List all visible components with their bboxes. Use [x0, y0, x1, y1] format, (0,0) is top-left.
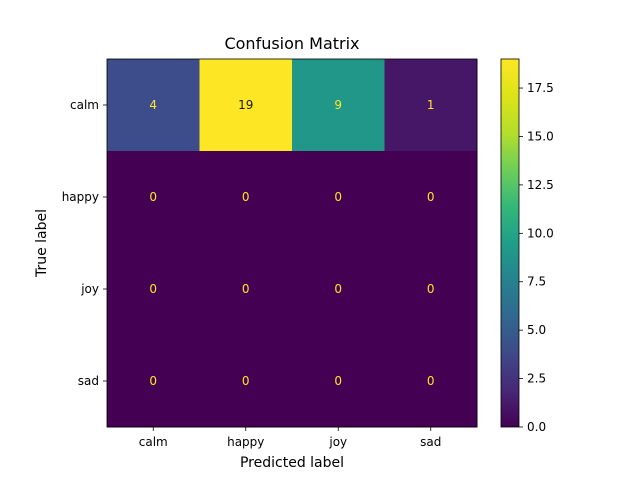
- heatmap-cell: [384, 59, 478, 152]
- colorbar-tick-label: 7.5: [527, 275, 546, 289]
- x-tick-label: joy: [328, 435, 347, 449]
- colorbar-frame: [500, 58, 520, 428]
- heatmap-cell: [199, 243, 293, 336]
- heatmap-cell: [107, 243, 200, 336]
- heatmap-cell: [107, 335, 200, 428]
- y-axis-label: True label: [34, 209, 50, 278]
- plot-frame: [106, 58, 478, 428]
- heatmap-cell: [384, 335, 478, 428]
- cell-value-label: 9: [334, 98, 342, 112]
- cell-value-label: 0: [334, 190, 342, 204]
- cell-value-label: 0: [149, 190, 157, 204]
- cell-value-label: 0: [427, 190, 435, 204]
- cell-value-label: 0: [334, 282, 342, 296]
- heatmap-cell-labels: 4 19 9 1 0 0 0 0 0 0 0 0 0 0 0 0: [149, 98, 434, 388]
- x-axis: calm happy joy sad: [139, 427, 441, 449]
- cell-value-label: 0: [149, 374, 157, 388]
- chart-title: Confusion Matrix: [224, 34, 359, 53]
- cell-value-label: 0: [242, 190, 250, 204]
- heatmap-cell: [292, 59, 385, 152]
- heatmap-cell: [199, 151, 293, 244]
- heatmap-cell: [107, 151, 200, 244]
- colorbar-tick-label: 2.5: [527, 372, 546, 386]
- colorbar-tick-label: 15.0: [527, 129, 554, 143]
- colorbar-tick-label: 5.0: [527, 323, 546, 337]
- colorbar-tick-label: 17.5: [527, 81, 554, 95]
- heatmap-cell: [199, 59, 293, 152]
- cell-value-label: 0: [427, 282, 435, 296]
- x-tick-label: calm: [139, 435, 168, 449]
- y-tick-label: sad: [78, 374, 99, 388]
- colorbar-ticks: 0.0 2.5 5.0 7.5 10.0 12.5 15.0 17.5: [519, 81, 554, 434]
- cell-value-label: 0: [149, 282, 157, 296]
- y-tick-label: joy: [80, 282, 99, 296]
- cell-value-label: 0: [427, 374, 435, 388]
- heatmap-cell: [292, 335, 385, 428]
- heatmap-cell: [384, 243, 478, 336]
- colorbar-gradient: [501, 59, 519, 427]
- x-axis-label: Predicted label: [240, 455, 344, 471]
- x-tick-label: sad: [420, 435, 441, 449]
- heatmap-cells: [107, 59, 478, 428]
- y-tick-label: happy: [62, 190, 99, 204]
- cell-value-label: 0: [334, 374, 342, 388]
- cell-value-label: 4: [149, 98, 157, 112]
- colorbar-tick-label: 10.0: [527, 226, 554, 240]
- colorbar-tick-label: 0.0: [527, 420, 546, 434]
- y-axis: calm happy joy sad: [62, 98, 107, 388]
- cell-value-label: 19: [238, 98, 253, 112]
- colorbar-tick-label: 12.5: [527, 178, 554, 192]
- heatmap-cell: [292, 151, 385, 244]
- cell-value-label: 1: [427, 98, 435, 112]
- y-tick-label: calm: [70, 98, 99, 112]
- cell-value-label: 0: [242, 282, 250, 296]
- heatmap-cell: [199, 335, 293, 428]
- heatmap-cell: [384, 151, 478, 244]
- heatmap-cell: [292, 243, 385, 336]
- x-tick-label: happy: [227, 435, 264, 449]
- cell-value-label: 0: [242, 374, 250, 388]
- heatmap-cell: [107, 59, 200, 152]
